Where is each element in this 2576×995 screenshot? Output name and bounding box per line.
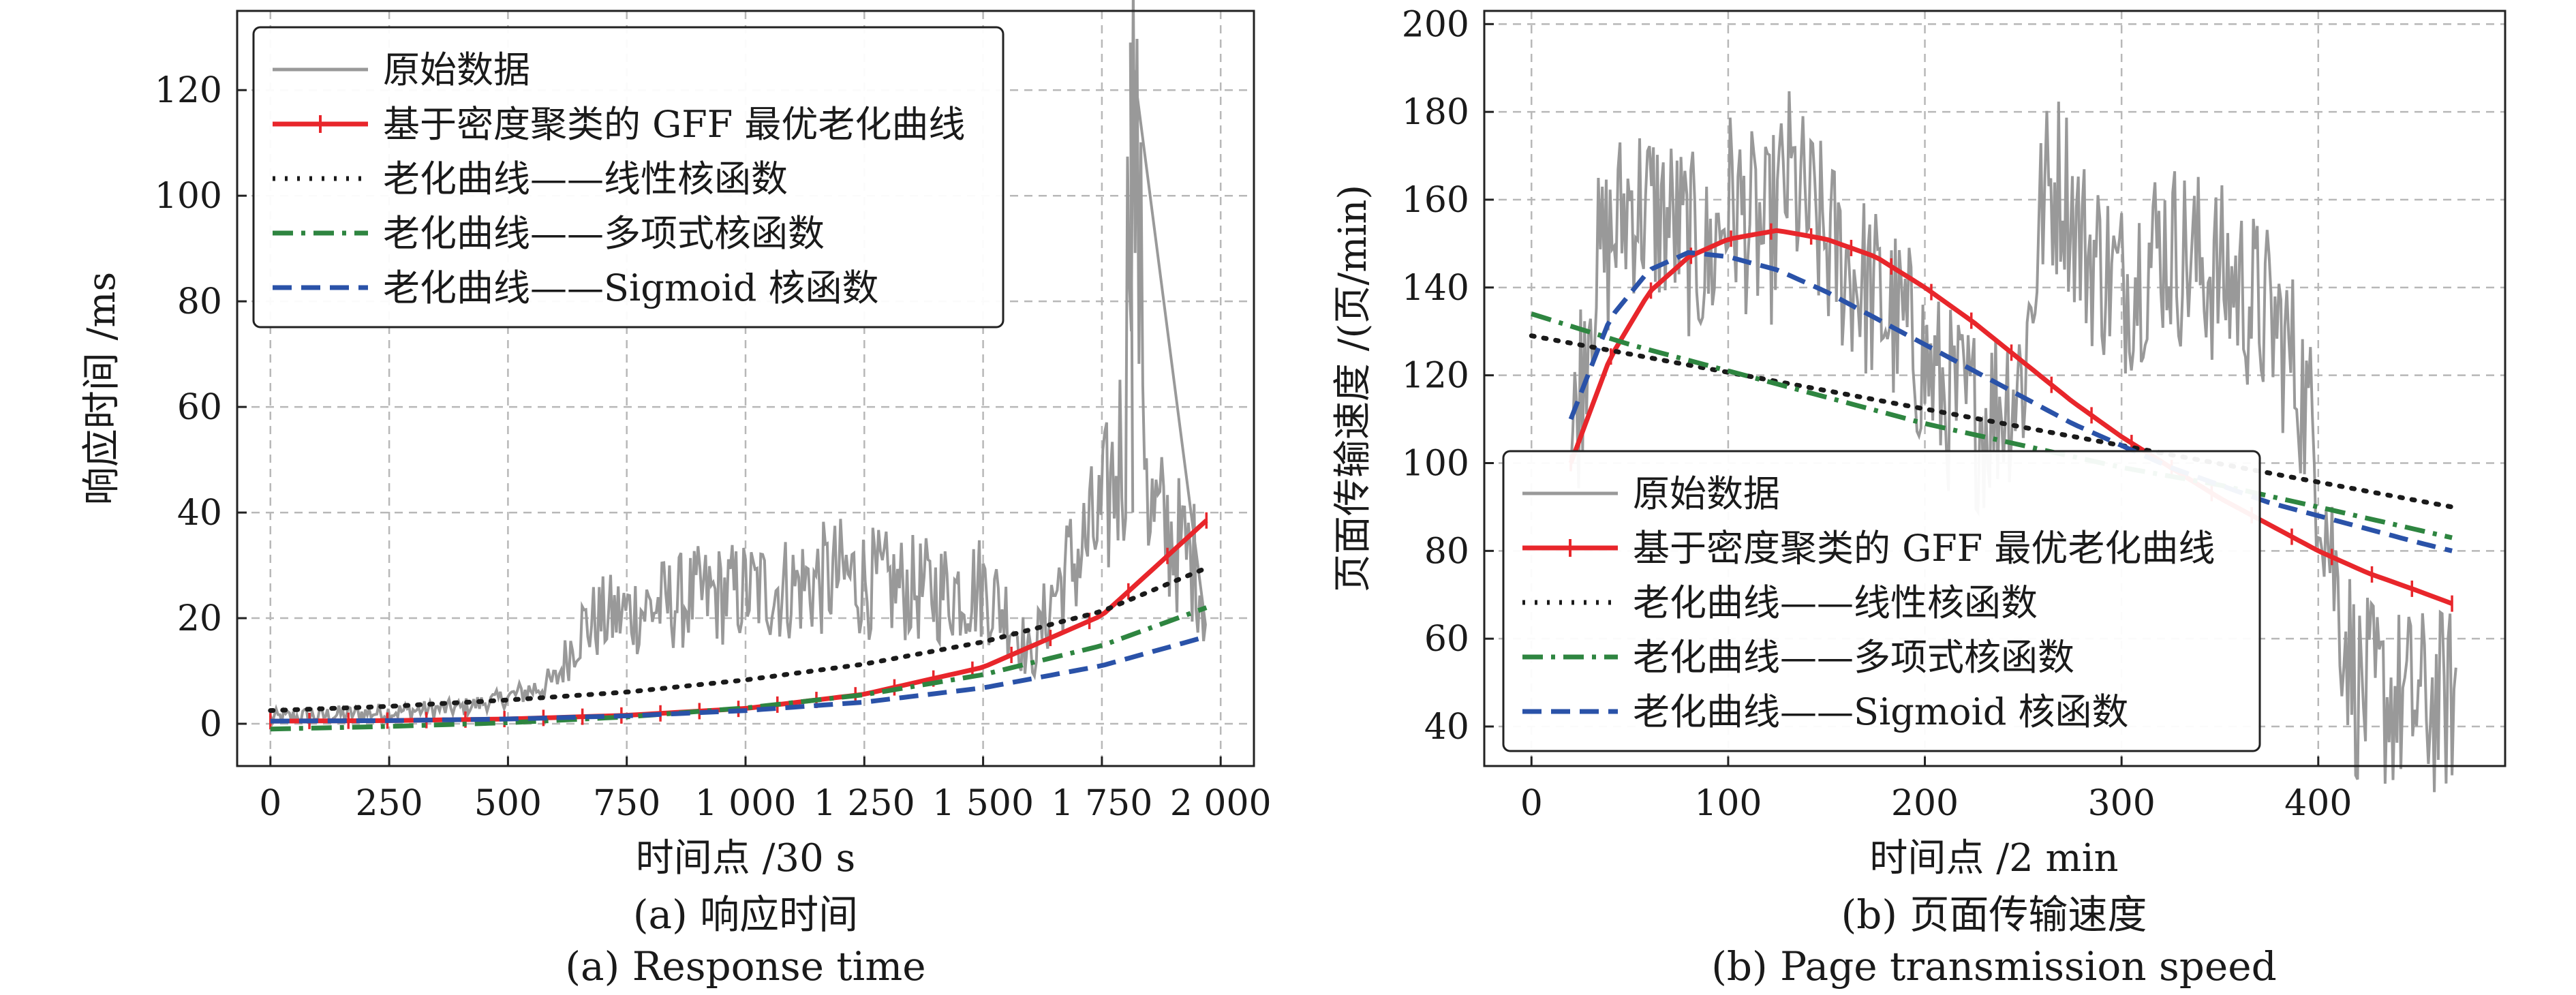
x-tick-label: 400 <box>2284 783 2352 824</box>
y-tick-label: 80 <box>1424 531 1469 572</box>
y-tick-label: 200 <box>1402 4 1469 45</box>
legend-entry-3: 老化曲线——多项式核函数 <box>383 212 825 255</box>
x-tick-label: 1 500 <box>932 783 1034 824</box>
chart-b-page-speed: 0 100 200 300 400 40 60 80 100 120 140 160 180 200 时间… <box>1331 4 2506 990</box>
legend-entry-2: 老化曲线——线性核函数 <box>383 157 788 200</box>
chart-a-marks <box>268 0 1209 732</box>
chart-a-grid <box>237 11 1254 766</box>
chart-a-xlabel: 时间点 /30 s <box>636 836 855 881</box>
chart-b-ylabel: 页面传输速度 /(页/min) <box>1331 185 1375 592</box>
legend-entry-4: 老化曲线——Sigmoid 核函数 <box>1633 690 2129 733</box>
y-tick-label: 100 <box>1402 444 1469 485</box>
chart-b-caption-en: (b) Page transmission speed <box>1711 943 2276 990</box>
chart-a-caption-en: (a) Response time <box>565 943 925 990</box>
y-tick-label: 140 <box>1402 268 1469 309</box>
y-tick-label: 120 <box>1402 356 1469 397</box>
y-tick-label: 120 <box>155 70 222 111</box>
y-tick-label: 60 <box>1424 619 1469 660</box>
x-tick-label: 1 250 <box>814 783 915 824</box>
chart-b-frame <box>1483 10 2506 767</box>
series-line-2 <box>1529 333 2455 510</box>
legend-entry-1: 基于密度聚类的 GFF 最优老化曲线 <box>383 103 965 146</box>
chart-a-caption-cn: (a) 响应时间 <box>633 891 858 938</box>
chart-a-ylabel: 响应时间 /ms <box>80 272 124 506</box>
series-line-0 <box>1569 91 2457 793</box>
x-tick-label: 300 <box>2088 783 2156 824</box>
legend-box <box>252 26 1005 328</box>
x-tick-label: 200 <box>1891 783 1959 824</box>
y-tick-label: 20 <box>177 598 222 639</box>
series-line-2 <box>268 565 1209 714</box>
x-tick-label: 1 750 <box>1051 783 1152 824</box>
chart-b-caption-cn: (b) 页面传输速度 <box>1841 891 2147 938</box>
y-tick-label: 40 <box>177 493 222 534</box>
y-tick-label: 180 <box>1402 92 1469 133</box>
series-line-4 <box>270 634 1208 724</box>
legend-entry-0: 原始数据 <box>1633 472 1780 515</box>
legend-entry-0: 原始数据 <box>383 48 530 91</box>
chart-b-xlabel: 时间点 /2 min <box>1869 836 2118 881</box>
y-tick-label: 40 <box>1424 707 1469 748</box>
series-line-4 <box>1568 250 2453 553</box>
x-tick-label: 500 <box>474 783 542 824</box>
y-tick-label: 0 <box>200 704 222 745</box>
x-tick-label: 0 <box>1520 783 1543 824</box>
legend-box <box>1502 450 2261 752</box>
legend-entry-1: 基于密度聚类的 GFF 最优老化曲线 <box>1633 527 2215 570</box>
y-tick-label: 60 <box>177 387 222 428</box>
chart-b-marks <box>1529 91 2457 793</box>
chart-b-ticks: 0 100 200 300 400 40 60 80 100 120 140 160 180 200 <box>1402 4 2352 824</box>
x-tick-label: 750 <box>593 783 660 824</box>
y-tick-label: 160 <box>1402 180 1469 221</box>
x-tick-label: 0 <box>259 783 281 824</box>
series-line-3 <box>1531 311 2453 540</box>
chart-a-ticks: 0 250 500 750 1 000 1 250 1 500 1 750 2 000 0 20 40… <box>155 70 1272 824</box>
x-tick-label: 1 000 <box>695 783 797 824</box>
y-tick-label: 100 <box>155 176 222 217</box>
legend-entry-2: 老化曲线——线性核函数 <box>1633 581 2038 624</box>
y-tick-label: 80 <box>177 281 222 322</box>
x-tick-label: 2 000 <box>1170 783 1272 824</box>
x-tick-label: 250 <box>355 783 423 824</box>
chart-a-response-time: 0 250 500 750 1 000 1 250 1 500 1 750 2 000 0 20 40… <box>80 0 1272 990</box>
legend-entry-4: 老化曲线——Sigmoid 核函数 <box>383 266 879 309</box>
x-tick-label: 100 <box>1694 783 1762 824</box>
legend-entry-3: 老化曲线——多项式核函数 <box>1633 636 2074 679</box>
